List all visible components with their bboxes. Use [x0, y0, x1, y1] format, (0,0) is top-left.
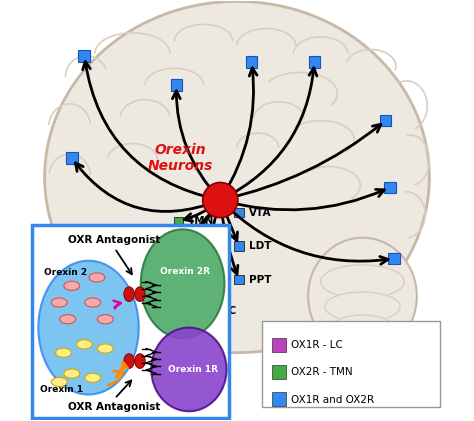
FancyBboxPatch shape [180, 237, 189, 246]
FancyBboxPatch shape [171, 79, 182, 91]
Text: LC: LC [221, 306, 236, 316]
Ellipse shape [85, 373, 100, 382]
Ellipse shape [38, 261, 139, 394]
Ellipse shape [151, 328, 227, 411]
Text: OX2R - TMN: OX2R - TMN [292, 368, 353, 377]
FancyBboxPatch shape [380, 115, 392, 126]
Ellipse shape [124, 354, 134, 368]
Text: Orexin 2: Orexin 2 [44, 268, 87, 277]
Text: Orexin 2R: Orexin 2R [160, 266, 210, 276]
Ellipse shape [51, 298, 67, 307]
Text: TMN: TMN [188, 216, 214, 226]
Ellipse shape [308, 238, 417, 355]
Text: PPT: PPT [249, 274, 271, 285]
FancyBboxPatch shape [66, 152, 78, 164]
FancyBboxPatch shape [272, 338, 285, 352]
Text: Orexin
Neurons: Orexin Neurons [148, 143, 213, 173]
FancyBboxPatch shape [384, 181, 395, 193]
Circle shape [203, 182, 238, 218]
Ellipse shape [45, 1, 429, 353]
FancyBboxPatch shape [207, 306, 217, 315]
Ellipse shape [135, 287, 145, 301]
FancyBboxPatch shape [246, 56, 257, 68]
Ellipse shape [124, 287, 134, 301]
Ellipse shape [97, 344, 113, 353]
Text: Orexin 1R: Orexin 1R [168, 365, 218, 374]
Text: OX1R - LC: OX1R - LC [292, 340, 343, 350]
FancyBboxPatch shape [235, 208, 244, 217]
FancyBboxPatch shape [272, 392, 285, 406]
Text: OX1R and OX2R: OX1R and OX2R [292, 394, 374, 405]
FancyBboxPatch shape [79, 50, 90, 61]
Ellipse shape [89, 273, 105, 282]
FancyBboxPatch shape [388, 253, 400, 264]
Ellipse shape [97, 314, 113, 324]
Text: OXR Antagonist: OXR Antagonist [68, 235, 161, 245]
FancyBboxPatch shape [52, 238, 64, 250]
FancyBboxPatch shape [174, 217, 182, 225]
Ellipse shape [162, 301, 228, 384]
Ellipse shape [85, 298, 100, 307]
Text: LDT: LDT [249, 241, 271, 251]
Ellipse shape [64, 369, 80, 378]
Ellipse shape [60, 314, 75, 324]
Text: Raphe: Raphe [194, 237, 231, 247]
Ellipse shape [51, 377, 67, 386]
Ellipse shape [55, 348, 72, 357]
Ellipse shape [135, 354, 145, 368]
Text: Orexin 1: Orexin 1 [40, 386, 83, 394]
FancyBboxPatch shape [32, 225, 228, 418]
FancyBboxPatch shape [235, 242, 244, 250]
Text: OXR Antagonist: OXR Antagonist [68, 402, 161, 412]
Text: VTA: VTA [249, 208, 271, 218]
FancyBboxPatch shape [309, 56, 320, 68]
FancyBboxPatch shape [272, 365, 285, 379]
FancyBboxPatch shape [235, 275, 244, 284]
Ellipse shape [64, 281, 80, 290]
Ellipse shape [141, 229, 225, 338]
Ellipse shape [76, 340, 92, 349]
FancyBboxPatch shape [262, 321, 440, 407]
